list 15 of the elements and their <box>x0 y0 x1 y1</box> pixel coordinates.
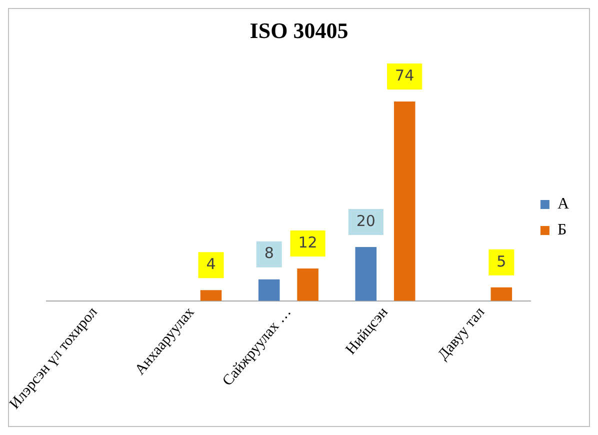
bar <box>355 247 377 301</box>
data-label: 4 <box>206 254 216 273</box>
data-label: 8 <box>264 244 274 262</box>
bar <box>258 279 280 301</box>
legend-label: А <box>557 196 570 213</box>
data-label: 12 <box>298 233 318 252</box>
chart-title: ISO 30405 <box>250 18 348 43</box>
legend-label: Б <box>557 222 567 239</box>
data-label: 5 <box>496 252 506 270</box>
data-label: 20 <box>356 212 376 230</box>
bar <box>200 290 222 301</box>
bar <box>297 268 318 301</box>
bar <box>394 102 416 301</box>
bar <box>490 287 512 301</box>
data-label: 74 <box>395 66 414 84</box>
